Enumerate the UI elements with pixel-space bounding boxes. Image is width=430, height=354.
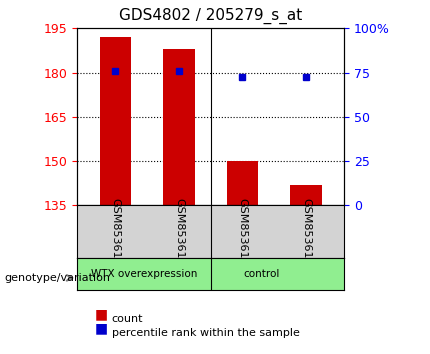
Text: WTX overexpression: WTX overexpression — [91, 269, 197, 279]
Bar — [77, 258, 211, 290]
Bar — [290, 185, 322, 205]
Bar — [100, 37, 131, 205]
Title: GDS4802 / 205279_s_at: GDS4802 / 205279_s_at — [119, 8, 302, 24]
Bar — [211, 258, 344, 290]
Text: GSM853613: GSM853613 — [174, 198, 184, 266]
Text: control: control — [243, 269, 280, 279]
Text: genotype/variation: genotype/variation — [4, 273, 111, 283]
Text: count: count — [112, 314, 143, 324]
Text: ■: ■ — [95, 322, 108, 336]
Text: GSM853612: GSM853612 — [237, 198, 247, 266]
Text: GSM853611: GSM853611 — [111, 198, 120, 266]
Bar — [163, 49, 195, 205]
Text: ■: ■ — [95, 308, 108, 321]
Text: percentile rank within the sample: percentile rank within the sample — [112, 328, 300, 338]
Bar — [227, 161, 258, 205]
Text: GSM853614: GSM853614 — [301, 198, 311, 266]
